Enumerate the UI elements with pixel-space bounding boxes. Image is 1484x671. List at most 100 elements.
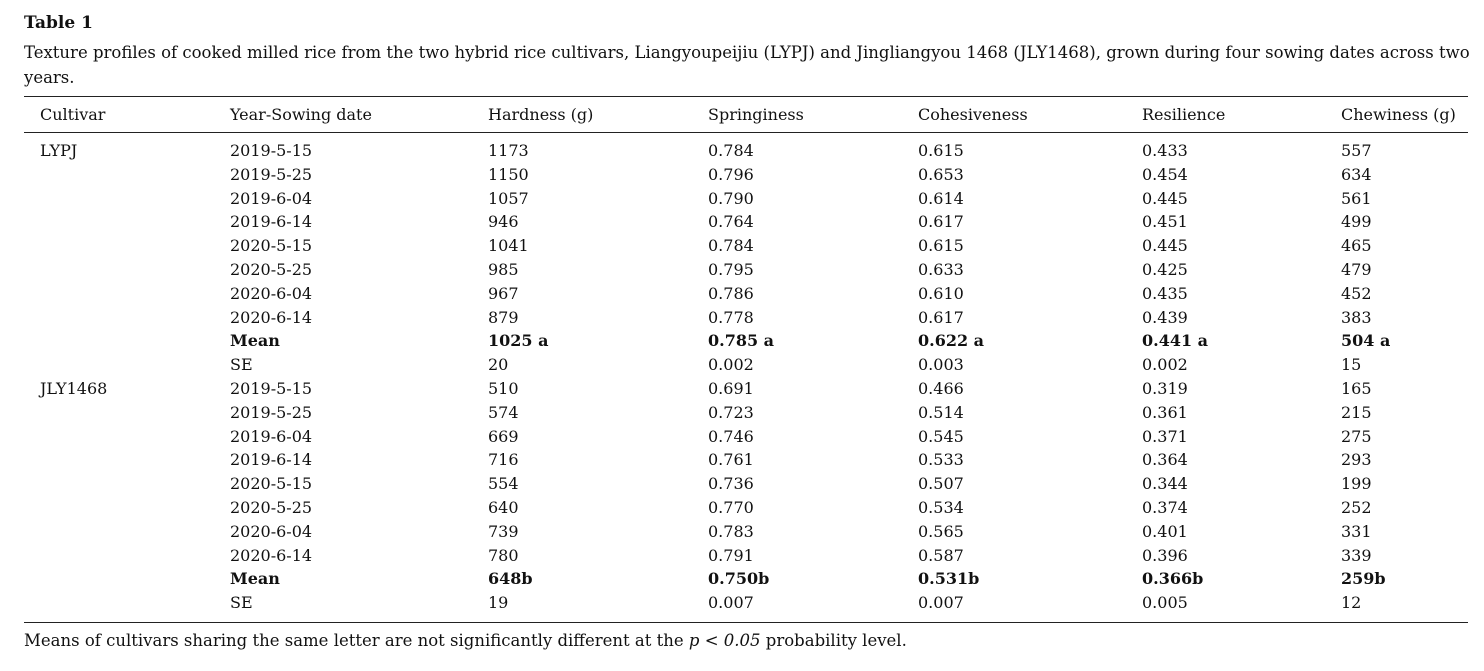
table-cell: 2019-5-25	[230, 164, 313, 184]
table-cell: 0.764	[708, 212, 754, 232]
mean-cell: Mean	[230, 569, 280, 589]
footnote-text: probability level.	[760, 631, 907, 650]
se-cell: 19	[488, 593, 509, 613]
table-cell: 0.691	[708, 379, 754, 398]
se-cell: 0.002	[1142, 355, 1188, 375]
cultivar-label: JLY1468	[40, 379, 108, 398]
table-cell: 0.435	[1142, 283, 1188, 303]
table-cell: 561	[1341, 188, 1372, 208]
footnote-p: p < 0.05	[688, 631, 761, 650]
mean-cell: 0.622 a	[918, 331, 985, 351]
se-cell: 15	[1341, 355, 1362, 375]
table-title: Table 1	[24, 13, 93, 33]
table-cell: 0.401	[1142, 521, 1188, 541]
table-cell: 383	[1341, 307, 1372, 327]
table-cell: 669	[488, 426, 519, 446]
table-cell: 0.565	[918, 521, 964, 541]
column-header: Cultivar	[40, 105, 106, 124]
table-cell: 716	[488, 450, 519, 470]
table-cell: 0.778	[708, 307, 754, 327]
table-cell: 0.361	[1142, 402, 1188, 422]
table-cell: 331	[1341, 521, 1372, 541]
mean-cell: 1025 a	[488, 331, 549, 351]
column-header: Chewiness (g)	[1341, 105, 1456, 124]
mean-cell: 0.366b	[1142, 569, 1204, 589]
table-cell: 2019-5-15	[230, 141, 313, 160]
table-cell: 0.617	[918, 307, 964, 327]
table-cell: 0.587	[918, 545, 964, 565]
table-cell: 2019-6-14	[230, 450, 313, 470]
table-cell: 557	[1341, 141, 1372, 160]
table-cell: 0.319	[1142, 379, 1188, 398]
table-cell: 0.615	[918, 236, 964, 256]
table-cell: 0.451	[1142, 212, 1188, 232]
table-cell: 165	[1341, 379, 1372, 398]
table-cell: 1173	[488, 141, 529, 160]
mean-cell: 0.441 a	[1142, 331, 1209, 351]
table-cell: 0.445	[1142, 236, 1188, 256]
table-cell: 2020-5-15	[230, 236, 313, 256]
cultivar-label: LYPJ	[40, 141, 78, 160]
table-cell: 339	[1341, 545, 1372, 565]
table-cell: 293	[1341, 450, 1372, 470]
table-cell: 252	[1341, 498, 1372, 517]
table-cell: 0.746	[708, 426, 754, 446]
table-cell: 780	[488, 545, 519, 565]
table-cell: 452	[1341, 283, 1372, 303]
table-cell: 510	[488, 379, 519, 398]
table-cell: 0.454	[1142, 164, 1188, 184]
table-cell: 0.425	[1142, 260, 1188, 279]
table-cell: 0.614	[918, 188, 964, 208]
table-cell: 0.374	[1142, 498, 1188, 517]
table-cell: 0.784	[708, 236, 754, 256]
se-cell: SE	[230, 355, 253, 375]
mean-cell: 0.531b	[918, 569, 980, 589]
table-cell: 0.615	[918, 141, 964, 160]
table-caption: Texture profiles of cooked milled rice f…	[24, 43, 1470, 87]
table-cell: 0.796	[708, 164, 754, 184]
mean-cell: Mean	[230, 331, 280, 351]
footnote-text: Means of cultivars sharing the same lett…	[24, 631, 689, 650]
table-cell: 1057	[488, 188, 529, 208]
column-header: Year-Sowing date	[230, 105, 372, 124]
table-cell: 0.617	[918, 212, 964, 232]
table-cell: 0.439	[1142, 307, 1188, 327]
table-cell: 479	[1341, 260, 1372, 279]
table-cell: 0.761	[708, 450, 754, 470]
se-cell: SE	[230, 593, 253, 613]
table-cell: 275	[1341, 426, 1372, 446]
table-cell: 2020-6-14	[230, 545, 313, 565]
table-cell: 0.514	[918, 402, 964, 422]
table-cell: 0.736	[708, 474, 754, 494]
table-cell: 0.723	[708, 402, 754, 422]
table-cell: 0.795	[708, 260, 754, 279]
table-cell: 0.371	[1142, 426, 1188, 446]
table-cell: 2020-6-04	[230, 521, 313, 541]
table-cell: 0.344	[1142, 474, 1188, 494]
table-cell: 1041	[488, 236, 529, 256]
table-cell: 1150	[488, 164, 529, 184]
table-cell: 0.790	[708, 188, 754, 208]
table-cell: 0.445	[1142, 188, 1188, 208]
table-cell: 0.783	[708, 521, 754, 541]
table-cell: 2020-6-04	[230, 283, 313, 303]
mean-cell: 0.750b	[708, 569, 770, 589]
se-cell: 12	[1341, 593, 1362, 613]
table-cell: 0.770	[708, 498, 754, 517]
table-cell: 215	[1341, 402, 1372, 422]
se-cell: 0.002	[708, 355, 754, 375]
table-cell: 0.534	[918, 498, 964, 517]
table-cell: 199	[1341, 474, 1372, 494]
mean-cell: 504 a	[1341, 331, 1391, 351]
table-cell: 0.791	[708, 545, 754, 565]
mean-cell: 0.785 a	[708, 331, 775, 351]
table-cell: 0.466	[918, 379, 964, 398]
column-header: Springiness	[708, 105, 804, 124]
table-cell: 0.610	[918, 283, 964, 303]
column-header: Resilience	[1142, 105, 1226, 124]
table-cell: 2019-6-04	[230, 426, 313, 446]
mean-cell: 259b	[1341, 569, 1386, 589]
column-header: Cohesiveness	[918, 105, 1028, 124]
table-cell: 2020-6-14	[230, 307, 313, 327]
table-cell: 2020-5-15	[230, 474, 313, 494]
